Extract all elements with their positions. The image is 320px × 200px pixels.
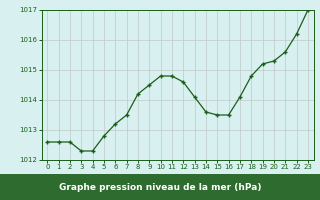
Text: Graphe pression niveau de la mer (hPa): Graphe pression niveau de la mer (hPa) — [59, 182, 261, 192]
